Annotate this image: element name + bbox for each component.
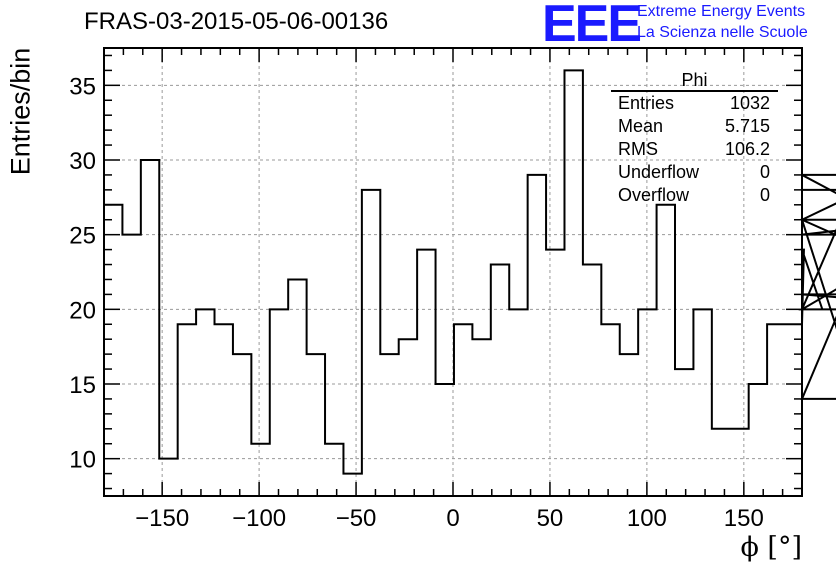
stats-name: Phi (611, 70, 778, 92)
x-tick-label: 100 (627, 505, 667, 532)
logo-line-1: Extreme Energy Events (637, 3, 806, 20)
y-tick-label: 35 (69, 73, 96, 100)
logo-line-2: La Scienza nelle Scuole (637, 24, 808, 41)
x-tick-label: −50 (336, 505, 377, 532)
histogram-line (104, 69, 836, 475)
x-tick-label: 0 (446, 505, 459, 532)
stats-row-underflow: Underflow 0 (618, 162, 770, 182)
y-tick-label: 20 (69, 297, 96, 324)
y-tick-label: 25 (69, 223, 96, 250)
stats-row-entries: Entries 1032 (618, 93, 770, 113)
stats-row-mean: Mean 5.715 (618, 116, 770, 136)
y-axis-label: Entries/bin (5, 47, 36, 176)
eee-logo-mark: EEE (542, 0, 642, 53)
x-tick-label: 50 (537, 505, 564, 532)
grid-lines (104, 48, 802, 496)
x-axis-label: ϕ [°] (740, 532, 802, 563)
stats-row-overflow: Overflow 0 (618, 185, 770, 205)
y-tick-label: 30 (69, 148, 96, 175)
stats-row-rms: RMS 106.2 (618, 139, 770, 159)
chart-title: FRAS-03-2015-05-06-00136 (84, 8, 389, 35)
x-tick-label: 150 (724, 505, 764, 532)
y-tick-label: 15 (69, 372, 96, 399)
tick-labels: −150 −100 −50 0 50 100 150 10 15 20 25 30 35 (69, 73, 764, 532)
y-tick-label: 10 (69, 447, 96, 474)
plot-frame (103, 47, 803, 497)
x-tick-label: −150 (135, 505, 189, 532)
stats-box: Phi Entries 1032 Mean 5.715 RMS 106.2 Under… (611, 70, 778, 207)
x-tick-label: −100 (232, 505, 286, 532)
